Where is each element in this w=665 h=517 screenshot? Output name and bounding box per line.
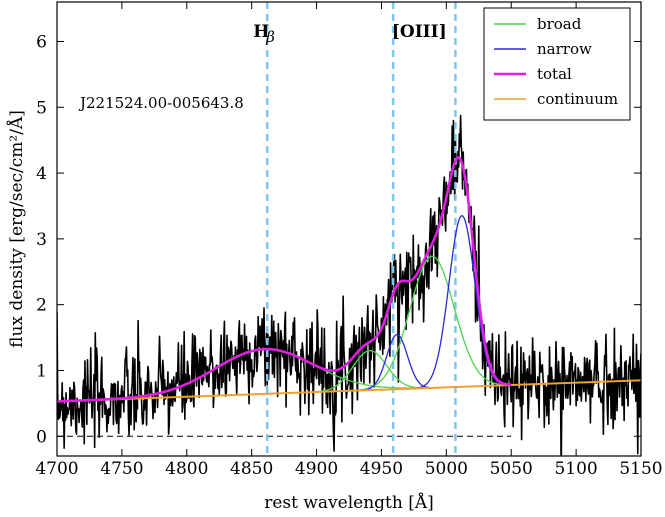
x-tick-label: 4950 — [360, 459, 403, 479]
oiii-label: [OIII] — [392, 22, 447, 42]
legend-label-narrow: narrow — [537, 40, 592, 58]
legend-label-continuum: continuum — [537, 90, 618, 108]
x-tick-label: 4800 — [165, 459, 208, 479]
x-tick-label: 5050 — [490, 459, 533, 479]
total-fit-line — [57, 156, 512, 403]
y-tick-label: 2 — [36, 296, 47, 316]
plot-area — [57, 2, 641, 456]
x-axis-title: rest wavelength [Å] — [264, 492, 434, 513]
legend-box — [483, 7, 631, 121]
hbeta-label: H — [253, 22, 269, 42]
y-tick-label: 3 — [36, 230, 47, 250]
continuum-line — [57, 379, 641, 403]
y-tick-label: 0 — [36, 427, 47, 447]
object-name: J221524.00-005643.8 — [78, 94, 244, 112]
chart-text: 4700 4750 4800 4850 4900 4950 5000 5050 5100 5150… — [6, 22, 663, 513]
y-axis-title: flux density [erg/sec/cm²/Å] — [6, 110, 27, 348]
hbeta-subscript: β — [265, 28, 275, 46]
narrow-component-0 — [355, 333, 439, 392]
legend-label-total: total — [537, 65, 572, 83]
x-tick-label: 5150 — [619, 459, 662, 479]
y-tick-label: 5 — [36, 98, 47, 118]
axis-ticks — [56, 2, 642, 456]
legend-label-broad: broad — [537, 15, 582, 33]
broad-component-1 — [302, 349, 438, 394]
y-tick-label: 6 — [36, 32, 47, 52]
y-tick-label: 4 — [36, 164, 47, 184]
x-tick-label: 4900 — [295, 459, 338, 479]
x-tick-label: 4750 — [100, 459, 143, 479]
plot-frame — [56, 1, 642, 457]
x-tick-label: 5100 — [554, 459, 597, 479]
x-tick-label: 4850 — [230, 459, 273, 479]
legend: broad narrow total continuum — [483, 7, 631, 121]
y-tick-label: 1 — [36, 361, 47, 381]
spectrum-series — [57, 114, 641, 456]
x-tick-label: 4700 — [35, 459, 78, 479]
x-tick-label: 5000 — [425, 459, 468, 479]
